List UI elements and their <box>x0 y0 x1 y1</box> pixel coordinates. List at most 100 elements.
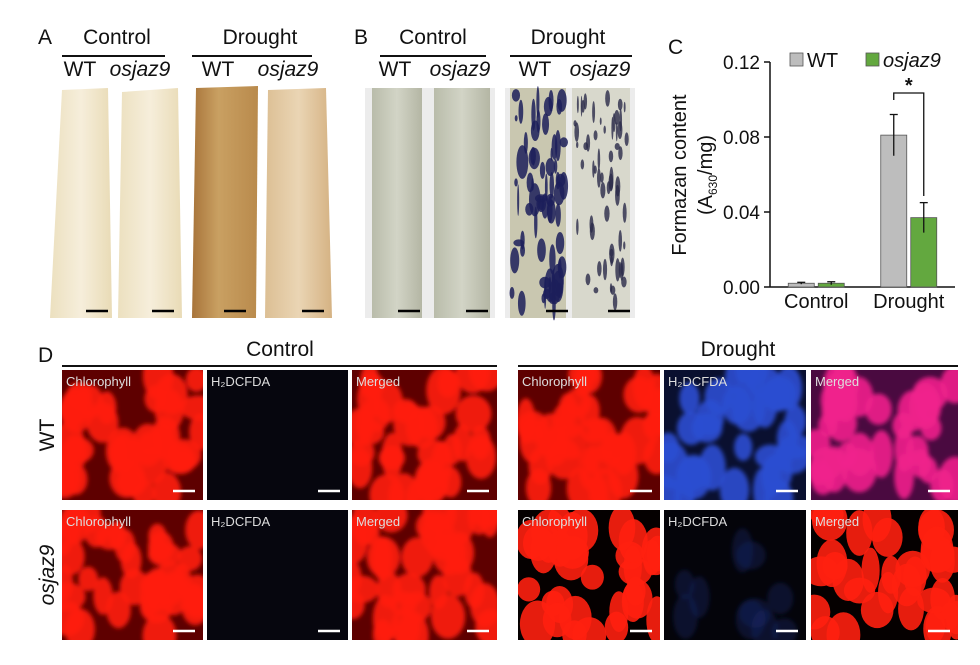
stain <box>530 147 536 165</box>
cell <box>822 552 848 580</box>
channel-label: H₂DCFDA <box>211 514 271 529</box>
micrograph: Merged <box>811 510 958 640</box>
cell <box>731 384 766 432</box>
cell <box>929 540 955 583</box>
stain <box>623 101 626 113</box>
cell <box>393 402 426 447</box>
cell <box>664 432 680 463</box>
cell <box>80 510 101 533</box>
cell <box>475 609 497 640</box>
stain <box>605 90 611 107</box>
cell <box>62 392 89 427</box>
genotype: osjaz9 <box>430 58 491 81</box>
cell <box>86 402 119 443</box>
stain <box>617 98 623 111</box>
micrograph: Chlorophyll <box>518 510 660 640</box>
stain <box>514 178 518 187</box>
micrograph: H₂DCFDA <box>664 510 806 640</box>
stain <box>542 113 550 135</box>
panel-label: A <box>38 26 52 49</box>
channel-label: Chlorophyll <box>522 514 587 529</box>
channel-label: Merged <box>356 374 400 389</box>
stain <box>597 261 602 277</box>
leaf <box>50 88 112 318</box>
cell <box>518 577 541 602</box>
cell <box>352 407 374 448</box>
genotype: WT <box>64 58 97 81</box>
cell <box>352 560 362 596</box>
cells <box>62 510 203 640</box>
stain <box>600 172 604 183</box>
stain <box>544 173 548 202</box>
leaf <box>265 88 332 318</box>
stain <box>559 172 569 200</box>
stain <box>615 184 620 206</box>
cell <box>144 567 170 613</box>
cell <box>93 577 113 615</box>
y-axis-title: Formazan content <box>669 94 691 256</box>
stain <box>615 122 618 142</box>
x-tick-label: Control <box>784 291 848 313</box>
cells <box>673 528 798 640</box>
row-label: osjaz9 <box>36 544 59 605</box>
cell <box>938 456 958 500</box>
stain <box>608 150 614 163</box>
stain <box>624 132 629 147</box>
stain <box>618 261 622 278</box>
cell <box>177 546 203 571</box>
y-axis-unit: (A630/mg) <box>695 135 720 215</box>
genotype: WT <box>379 58 412 81</box>
stain <box>528 183 541 217</box>
stain <box>609 166 614 191</box>
stain <box>611 116 614 140</box>
channel-label: Merged <box>356 514 400 529</box>
stain <box>545 158 555 176</box>
stain <box>604 205 610 222</box>
cell <box>78 566 99 592</box>
cell <box>185 510 203 550</box>
stain <box>600 182 606 199</box>
significance: * <box>905 75 913 97</box>
cell <box>600 432 625 467</box>
channel-label: Chlorophyll <box>66 514 131 529</box>
tile-bg <box>207 370 348 500</box>
cells <box>352 370 497 500</box>
micrograph: H₂DCFDA <box>207 510 348 640</box>
cell <box>369 474 404 500</box>
channel-label: H₂DCFDA <box>668 374 728 389</box>
cell <box>646 596 660 640</box>
cells <box>811 510 958 640</box>
stain <box>576 95 579 114</box>
micrograph: Merged <box>811 370 958 500</box>
micrograph: Chlorophyll <box>62 370 203 500</box>
cells <box>811 370 958 500</box>
cell <box>566 467 593 500</box>
stain <box>555 231 565 255</box>
legend-swatch <box>789 52 804 67</box>
stain <box>536 109 541 133</box>
stain <box>550 147 553 161</box>
stain <box>549 244 556 275</box>
cell <box>429 574 448 609</box>
cell <box>754 444 786 469</box>
panel-b: B Control WT osjaz9 Drought WT osjaz9 <box>354 26 635 321</box>
stain <box>623 241 626 250</box>
cell <box>137 431 164 457</box>
stain <box>537 238 546 263</box>
micrograph: Chlorophyll <box>518 370 660 500</box>
stain <box>539 161 546 179</box>
panel-a: A Control WT osjaz9 Drought WT osjaz9 <box>38 26 332 318</box>
cell <box>643 411 660 441</box>
cell <box>518 411 549 442</box>
bar <box>880 134 908 288</box>
cell <box>811 616 840 640</box>
stain <box>548 90 554 112</box>
cell <box>846 510 873 556</box>
cell <box>62 437 94 464</box>
cell <box>185 370 203 392</box>
cell <box>470 425 491 460</box>
stain <box>586 134 591 152</box>
tile-bg <box>207 510 348 640</box>
stain <box>593 165 597 174</box>
cell <box>432 533 467 575</box>
